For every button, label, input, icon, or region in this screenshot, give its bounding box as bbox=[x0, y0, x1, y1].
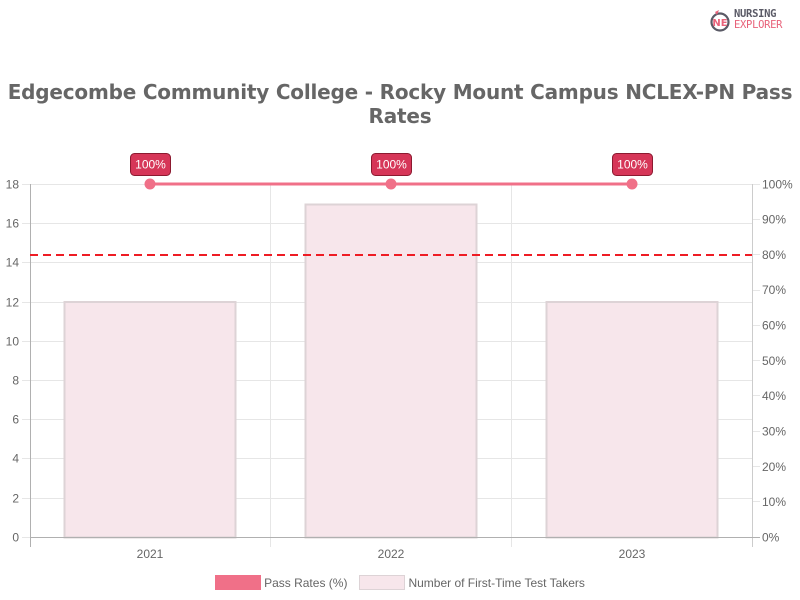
right-tick-90: 90% bbox=[762, 213, 786, 227]
x-tick-2023: 2023 bbox=[619, 547, 646, 561]
vertical-gridlines bbox=[270, 184, 512, 547]
right-tick-70: 70% bbox=[762, 283, 786, 297]
right-tick-30: 30% bbox=[762, 425, 786, 439]
x-tick-2022: 2022 bbox=[378, 547, 405, 561]
x-axis-labels: 2021 2022 2023 bbox=[137, 547, 646, 561]
line-series-pass-rates bbox=[144, 178, 638, 190]
legend-item-test-takers[interactable]: Number of First-Time Test Takers bbox=[359, 575, 585, 590]
right-axis-ticks bbox=[752, 184, 760, 538]
right-tick-80: 80% bbox=[762, 248, 786, 262]
left-axis-labels: 0 2 4 6 8 10 12 14 16 18 bbox=[6, 178, 20, 545]
legend-swatch-test-takers bbox=[359, 575, 406, 590]
point-2023[interactable] bbox=[626, 178, 638, 190]
bar-series-test-takers bbox=[63, 203, 719, 539]
bar-2022[interactable] bbox=[304, 203, 478, 539]
point-label-2023: 100% bbox=[617, 158, 648, 172]
left-tick-8: 8 bbox=[12, 374, 19, 388]
chart-legend: Pass Rates (%) Number of First-Time Test… bbox=[0, 575, 800, 590]
legend-swatch-pass-rates bbox=[215, 575, 262, 590]
left-tick-0: 0 bbox=[12, 531, 19, 545]
point-2022[interactable] bbox=[385, 178, 397, 190]
left-tick-10: 10 bbox=[6, 335, 20, 349]
right-tick-0: 0% bbox=[762, 531, 780, 545]
logo-line1: NURSING bbox=[734, 8, 777, 20]
right-tick-50: 50% bbox=[762, 354, 786, 368]
chart-title: Edgecombe Community College - Rocky Moun… bbox=[7, 80, 793, 128]
x-tick-2021: 2021 bbox=[137, 547, 164, 561]
point-label-2021: 100% bbox=[135, 158, 166, 172]
left-tick-2: 2 bbox=[12, 492, 19, 506]
bar-2023[interactable] bbox=[545, 301, 719, 539]
point-2021[interactable] bbox=[144, 178, 156, 190]
svg-text:NE: NE bbox=[712, 18, 727, 29]
bar-2021[interactable] bbox=[63, 301, 237, 539]
left-tick-14: 14 bbox=[6, 256, 20, 270]
right-tick-100: 100% bbox=[762, 178, 793, 192]
right-axis-labels: 0% 10% 20% 30% 40% 50% 60% 70% 80% 90% 1… bbox=[762, 178, 793, 545]
left-tick-4: 4 bbox=[12, 452, 19, 466]
nursing-explorer-logo-icon: NE bbox=[710, 10, 730, 32]
point-label-2022: 100% bbox=[376, 158, 407, 172]
left-tick-16: 16 bbox=[6, 217, 20, 231]
logo-text: NURSING EXPLORER bbox=[734, 9, 782, 31]
legend-item-pass-rates[interactable]: Pass Rates (%) bbox=[215, 575, 347, 590]
legend-label-test-takers: Number of First-Time Test Takers bbox=[408, 575, 585, 590]
left-tick-18: 18 bbox=[6, 178, 20, 192]
right-tick-40: 40% bbox=[762, 389, 786, 403]
legend-label-pass-rates: Pass Rates (%) bbox=[264, 575, 348, 590]
left-tick-12: 12 bbox=[6, 296, 20, 310]
right-tick-60: 60% bbox=[762, 319, 786, 333]
right-tick-20: 20% bbox=[762, 460, 786, 474]
logo-line2: EXPLORER bbox=[734, 19, 783, 31]
nursing-explorer-logo: NE NURSING EXPLORER bbox=[710, 9, 794, 33]
left-tick-6: 6 bbox=[12, 413, 19, 427]
right-tick-10: 10% bbox=[762, 495, 786, 509]
point-labels: 100% 100% 100% bbox=[130, 153, 653, 176]
